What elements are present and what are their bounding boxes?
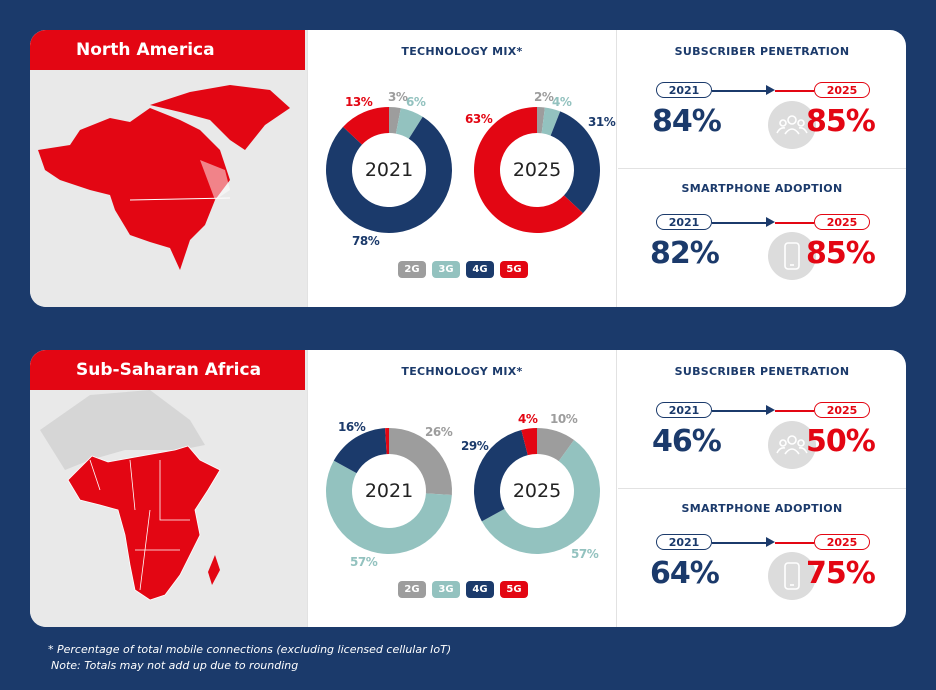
subscriber-penetration-title: SUBSCRIBER PENETRATION: [674, 45, 850, 58]
data-label: 13%: [345, 95, 373, 109]
donut-slice-2g: [389, 428, 452, 495]
smartphone-adoption: SMARTPHONE ADOPTION 2021 2025 64% 75%: [618, 488, 906, 626]
data-label: 6%: [406, 95, 426, 109]
legend-3g: 3G: [432, 581, 460, 598]
arrow-icon: [766, 85, 775, 95]
north-america-map: [30, 30, 307, 307]
donut-slice-3g: [326, 460, 452, 554]
region-title: Sub-Saharan Africa: [30, 350, 305, 390]
donut-slice-2g: [389, 107, 401, 134]
donut-slice-5g: [385, 428, 389, 455]
value-2025: 50%: [806, 424, 876, 459]
data-label: 3%: [388, 90, 408, 104]
donut-slice-2g: [537, 107, 545, 134]
subscriber-penetration: SUBSCRIBER PENETRATION 2021 2025 84% 85%: [618, 30, 906, 168]
year-pill-2025: 2025: [814, 214, 870, 230]
sub-saharan-africa-card: Sub-Saharan Africa TECHNOLOGY MIX* 2021 …: [30, 350, 906, 627]
donut-center-label: 2021: [364, 480, 414, 502]
data-label: 10%: [550, 412, 578, 426]
legend-3g: 3G: [432, 261, 460, 278]
year-pill-2025: 2025: [814, 402, 870, 418]
donut-slice-5g: [521, 428, 537, 456]
data-label: 16%: [338, 420, 366, 434]
value-2021: 84%: [652, 104, 722, 139]
technology-mix-title: TECHNOLOGY MIX*: [401, 365, 523, 378]
smartphone-adoption: SMARTPHONE ADOPTION 2021 2025 82% 85%: [618, 168, 906, 306]
data-label: 63%: [465, 112, 493, 126]
year-pill-2025: 2025: [814, 82, 870, 98]
donut-slice-3g: [395, 108, 423, 139]
data-label: 57%: [571, 547, 599, 561]
smartphone-icon: [768, 232, 816, 280]
donut-slice-5g: [474, 107, 583, 233]
donut-center-label: 2025: [512, 159, 562, 181]
value-2025: 85%: [806, 104, 876, 139]
legend: 2G 3G 4G 5G: [398, 581, 528, 598]
data-label: 2%: [534, 90, 554, 104]
data-label: 57%: [350, 555, 378, 569]
donut-slice-5g: [343, 107, 389, 145]
donut-slice-3g: [481, 440, 600, 555]
legend: 2G 3G 4G 5G: [398, 261, 528, 278]
arrow-icon: [766, 537, 775, 547]
legend-4g: 4G: [466, 581, 494, 598]
data-label: 4%: [518, 412, 538, 426]
north-america-map-image: [38, 85, 290, 270]
donut-slice-4g: [333, 428, 387, 474]
people-icon: [768, 421, 816, 469]
year-pill-2021: 2021: [656, 534, 712, 550]
legend-5g: 5G: [500, 581, 528, 598]
legend-5g: 5G: [500, 261, 528, 278]
year-pill-2021: 2021: [656, 214, 712, 230]
region-title: North America: [30, 30, 305, 70]
legend-2g: 2G: [398, 581, 426, 598]
north-america-card: North America TECHNOLOGY MIX* 2021 2025 …: [30, 30, 906, 307]
smartphone-adoption-title: SMARTPHONE ADOPTION: [681, 182, 843, 195]
data-label: 4%: [552, 95, 572, 109]
value-2021: 82%: [650, 236, 720, 271]
people-icon: [768, 101, 816, 149]
donut-slice-2g: [537, 428, 575, 462]
footnote-note: Note: Totals may not add up due to round…: [51, 659, 299, 672]
legend-4g: 4G: [466, 261, 494, 278]
smartphone-adoption-title: SMARTPHONE ADOPTION: [681, 502, 843, 515]
sub-saharan-africa-map: [30, 350, 307, 627]
technology-mix-section: TECHNOLOGY MIX* 2021 2025 16% 26% 57% 29…: [308, 350, 616, 627]
smartphone-icon: [768, 552, 816, 600]
donut-slice-4g: [550, 111, 600, 214]
footnote: * Percentage of total mobile connections…: [48, 643, 452, 656]
donut-chart-2025: [326, 428, 600, 555]
year-pill-2025: 2025: [814, 534, 870, 550]
data-label: 31%: [588, 115, 616, 129]
year-pill-2021: 2021: [656, 402, 712, 418]
arrow-icon: [766, 217, 775, 227]
data-label: 26%: [425, 425, 453, 439]
donut-slice-4g: [474, 429, 528, 522]
subscriber-penetration: SUBSCRIBER PENETRATION 2021 2025 46% 50%: [618, 350, 906, 488]
donut-slice-3g: [541, 107, 561, 136]
value-2025: 85%: [806, 236, 876, 271]
year-pill-2021: 2021: [656, 82, 712, 98]
data-label: 29%: [461, 439, 489, 453]
legend-2g: 2G: [398, 261, 426, 278]
donut-center-label: 2025: [512, 480, 562, 502]
donut-center-label: 2021: [364, 159, 414, 181]
data-label: 78%: [352, 234, 380, 248]
technology-mix-section: TECHNOLOGY MIX* 2021 2025 13% 3% 6% 78% …: [308, 30, 616, 307]
arrow-icon: [766, 405, 775, 415]
subscriber-penetration-title: SUBSCRIBER PENETRATION: [674, 365, 850, 378]
value-2021: 64%: [650, 556, 720, 591]
donut-slice-4g: [326, 116, 452, 234]
value-2021: 46%: [652, 424, 722, 459]
sub-saharan-africa-map-image: [40, 390, 221, 601]
technology-mix-title: TECHNOLOGY MIX*: [401, 45, 523, 58]
value-2025: 75%: [806, 556, 876, 591]
donut-chart-2021: [326, 107, 600, 234]
